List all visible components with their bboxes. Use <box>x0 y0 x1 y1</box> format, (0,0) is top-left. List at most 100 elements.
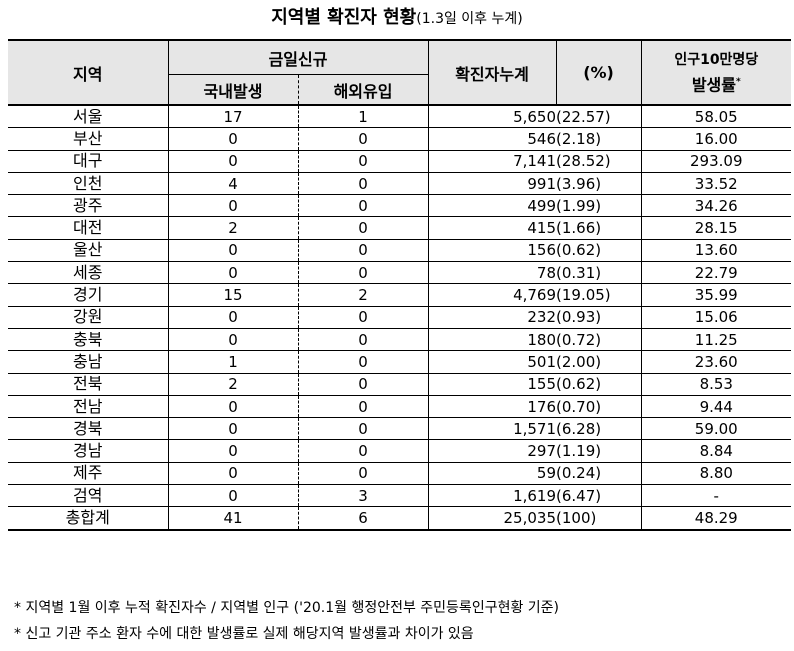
table-row: 울산 0 0 156 (0.62) 13.60 <box>8 239 792 263</box>
imported-cell: 0 <box>298 194 429 218</box>
percent-cell: (0.72) <box>556 328 642 352</box>
region-cell: 경남 <box>8 439 169 463</box>
region-cell: 충남 <box>8 350 169 374</box>
region-cell: 전북 <box>8 373 169 396</box>
table-row: 전남 0 0 176 (0.70) 9.44 <box>8 395 792 419</box>
header-rate-line2: 발생률 <box>691 75 736 95</box>
percent-cell: (0.70) <box>556 395 642 419</box>
imported-cell: 0 <box>298 239 429 263</box>
domestic-cell: 15 <box>168 283 299 307</box>
imported-cell: 0 <box>298 439 429 463</box>
header-today-new: 금일신규 <box>168 40 429 75</box>
table-row: 충남 1 0 501 (2.00) 23.60 <box>8 350 792 374</box>
region-cell: 총합계 <box>8 506 169 531</box>
imported-cell: 6 <box>298 506 429 531</box>
table-title: 지역별 확진자 현황(1.3일 이후 누계) <box>0 0 794 36</box>
cumulative-cell: 4,769 <box>428 283 557 307</box>
cumulative-cell: 59 <box>428 462 557 486</box>
percent-cell: (6.28) <box>556 417 642 441</box>
percent-cell: (100) <box>556 506 642 531</box>
cumulative-cell: 232 <box>428 306 557 329</box>
table-row: 세종 0 0 78 (0.31) 22.79 <box>8 261 792 285</box>
regional-cases-table: 지역 금일신규 확진자누계 (%) 인구10만명당 발생률* 국내발생 해외유입… <box>8 39 792 531</box>
cumulative-cell: 546 <box>428 127 557 151</box>
imported-cell: 0 <box>298 395 429 419</box>
imported-cell: 0 <box>298 462 429 486</box>
domestic-cell: 0 <box>168 395 299 419</box>
table-row: 경북 0 0 1,571 (6.28) 59.00 <box>8 417 792 441</box>
imported-cell: 0 <box>298 350 429 374</box>
imported-cell: 0 <box>298 373 429 396</box>
footnote-1: * 지역별 1월 이후 누적 확진자수 / 지역별 인구 ('20.1월 행정안… <box>14 600 560 616</box>
domestic-cell: 0 <box>168 328 299 352</box>
cumulative-cell: 499 <box>428 194 557 218</box>
header-imported: 해외유입 <box>298 74 429 106</box>
region-cell: 전남 <box>8 395 169 419</box>
header-domestic: 국내발생 <box>168 74 299 106</box>
imported-cell: 0 <box>298 306 429 329</box>
rate-cell: 293.09 <box>641 150 792 173</box>
cumulative-cell: 1,619 <box>428 484 557 508</box>
table-row: 경기 15 2 4,769 (19.05) 35.99 <box>8 283 792 307</box>
cumulative-cell: 180 <box>428 328 557 352</box>
rate-cell: 8.80 <box>641 462 792 486</box>
rate-cell: 16.00 <box>641 127 792 151</box>
rate-cell: 8.53 <box>641 373 792 396</box>
rate-cell: - <box>641 484 792 508</box>
domestic-cell: 0 <box>168 239 299 263</box>
cumulative-cell: 5,650 <box>428 105 557 129</box>
region-cell: 충북 <box>8 328 169 352</box>
imported-cell: 0 <box>298 417 429 441</box>
domestic-cell: 0 <box>168 484 299 508</box>
region-cell: 제주 <box>8 462 169 486</box>
rate-cell: 9.44 <box>641 395 792 419</box>
footnote-2: * 신고 기관 주소 환자 수에 대한 발생률로 실제 해당지역 발생률과 차이… <box>14 626 474 642</box>
imported-cell: 0 <box>298 261 429 285</box>
percent-cell: (6.47) <box>556 484 642 508</box>
percent-cell: (0.24) <box>556 462 642 486</box>
cumulative-cell: 297 <box>428 439 557 463</box>
region-cell: 울산 <box>8 239 169 263</box>
rate-cell: 33.52 <box>641 172 792 196</box>
percent-cell: (28.52) <box>556 150 642 173</box>
percent-cell: (2.18) <box>556 127 642 151</box>
cumulative-cell: 25,035 <box>428 506 557 531</box>
cumulative-cell: 991 <box>428 172 557 196</box>
cumulative-cell: 176 <box>428 395 557 419</box>
percent-cell: (3.96) <box>556 172 642 196</box>
domestic-cell: 2 <box>168 216 299 240</box>
percent-cell: (0.31) <box>556 261 642 285</box>
domestic-cell: 17 <box>168 105 299 129</box>
table-row: 인천 4 0 991 (3.96) 33.52 <box>8 172 792 196</box>
region-cell: 대전 <box>8 216 169 240</box>
percent-cell: (0.93) <box>556 306 642 329</box>
cumulative-cell: 156 <box>428 239 557 263</box>
table-row: 제주 0 0 59 (0.24) 8.80 <box>8 462 792 486</box>
title-main: 지역별 확진자 현황 <box>271 7 417 28</box>
imported-cell: 1 <box>298 105 429 129</box>
rate-cell: 15.06 <box>641 306 792 329</box>
imported-cell: 0 <box>298 127 429 151</box>
imported-cell: 0 <box>298 328 429 352</box>
table-row: 대구 0 0 7,141 (28.52) 293.09 <box>8 150 792 173</box>
percent-cell: (1.19) <box>556 439 642 463</box>
table-row: 부산 0 0 546 (2.18) 16.00 <box>8 127 792 151</box>
table-row: 강원 0 0 232 (0.93) 15.06 <box>8 306 792 329</box>
table-row: 경남 0 0 297 (1.19) 8.84 <box>8 439 792 463</box>
header-percent: (%) <box>556 40 642 106</box>
percent-cell: (22.57) <box>556 105 642 129</box>
region-cell: 대구 <box>8 150 169 173</box>
percent-cell: (0.62) <box>556 373 642 396</box>
domestic-cell: 0 <box>168 462 299 486</box>
header-rate-mark: * <box>735 76 741 87</box>
table-row: 광주 0 0 499 (1.99) 34.26 <box>8 194 792 218</box>
domestic-cell: 0 <box>168 194 299 218</box>
cumulative-cell: 1,571 <box>428 417 557 441</box>
domestic-cell: 0 <box>168 417 299 441</box>
region-cell: 세종 <box>8 261 169 285</box>
rate-cell: 59.00 <box>641 417 792 441</box>
cumulative-cell: 7,141 <box>428 150 557 173</box>
table-body: 서울 17 1 5,650 (22.57) 58.05 부산 0 0 546 (2.18) 16.00… <box>8 105 792 531</box>
cumulative-cell: 415 <box>428 216 557 240</box>
table-row: 총합계 41 6 25,035 (100) 48.29 <box>8 506 792 531</box>
